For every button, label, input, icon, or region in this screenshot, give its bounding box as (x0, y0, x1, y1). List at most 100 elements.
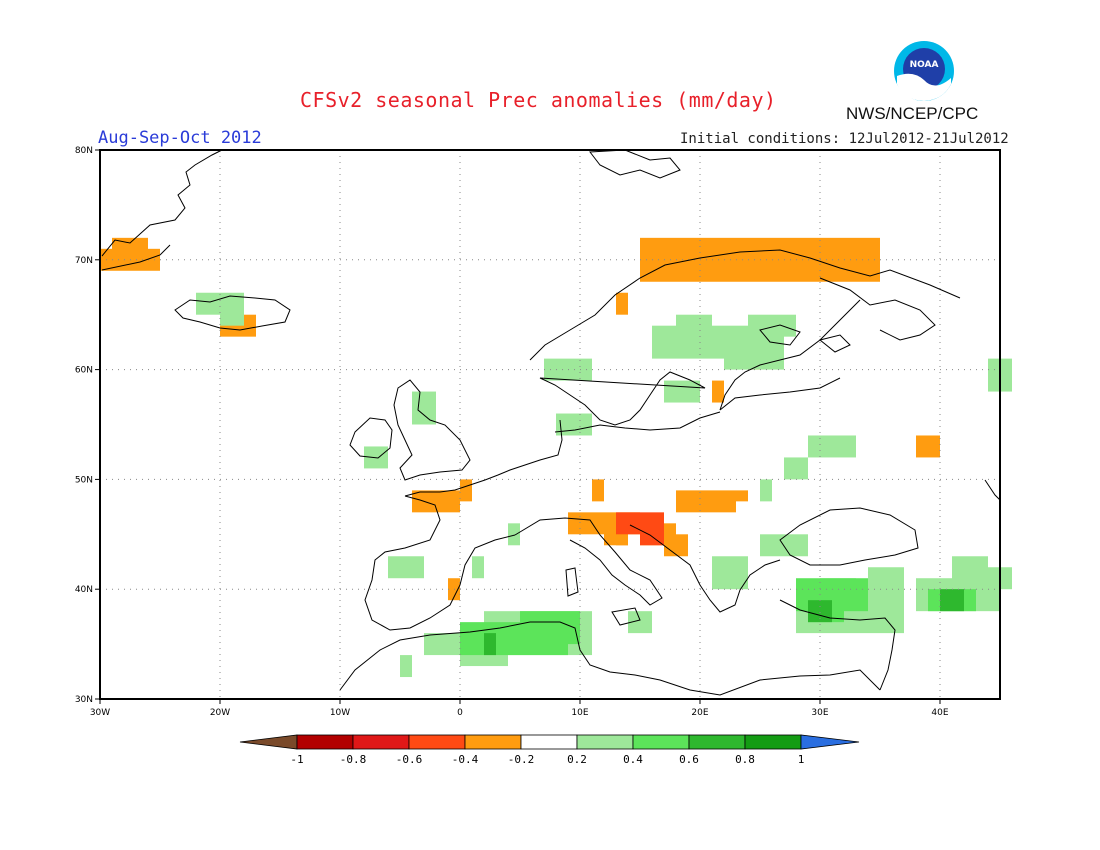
anomaly-cell-wet1 (508, 523, 520, 546)
lon-tick-label: 10E (571, 708, 588, 718)
coast-svalbard (589, 149, 681, 179)
anomaly-cell-wet1 (628, 611, 652, 634)
anomaly-cell-dry1 (736, 490, 748, 502)
colorbar-swatch (576, 734, 634, 750)
colorbar-swatch (688, 734, 746, 750)
anomaly-cell-wet1 (412, 391, 436, 425)
anomaly-cell-wet3 (484, 633, 496, 656)
colorbar-min-arrow (239, 734, 298, 750)
colorbar-label: 1 (798, 753, 805, 766)
forecast-period: Aug-Sep-Oct 2012 (98, 128, 262, 148)
noaa-logo: NOAA (893, 40, 955, 102)
coast-balkans (629, 524, 781, 613)
colorbar-swatch (296, 734, 354, 750)
coast-africa (339, 621, 881, 696)
coast-turkey (779, 599, 896, 691)
anomaly-cell-wet1 (220, 303, 244, 326)
anomaly-cell-dry1 (676, 490, 736, 513)
lon-tick-label: 0 (457, 708, 463, 718)
anomaly-cells (100, 237, 1012, 678)
coastlines (101, 149, 1001, 696)
lat-tick-label: 40N (75, 585, 93, 595)
colorbar-label: -0.6 (396, 753, 423, 766)
lon-tick-label: 30W (90, 708, 110, 718)
lat-tick-label: 50N (75, 475, 93, 485)
coast-britain (393, 379, 471, 481)
anomaly-cell-wet2 (520, 611, 580, 645)
anomaly-cell-dry1 (412, 490, 460, 513)
colorbar-swatch (464, 734, 522, 750)
colorbar: -1 -0.8 -0.6 -0.4 -0.2 0.2 0.4 0.6 0.8 1 (239, 734, 860, 766)
latitude-labels: 30N 40N 50N 60N 70N 80N (75, 146, 100, 705)
logo-wave (897, 73, 951, 101)
colorbar-swatch (352, 734, 410, 750)
lon-tick-label: 20E (691, 708, 708, 718)
anomaly-cell-dry1 (592, 479, 604, 502)
anomaly-cell-wet1 (676, 314, 712, 348)
anomaly-cell-wet1 (784, 457, 808, 480)
lat-tick-label: 70N (75, 256, 93, 266)
lon-tick-label: 20W (210, 708, 230, 718)
graticule (100, 150, 1000, 699)
colorbar-label: 0.6 (679, 753, 699, 766)
longitude-labels: 30W 20W 10W 0 10E 20E 30E 40E (90, 699, 949, 718)
colorbar-label: 0.8 (735, 753, 755, 766)
anomaly-cell-wet1 (424, 633, 460, 656)
anomaly-cell-dry1 (112, 237, 148, 260)
colorbar-max-arrow (800, 734, 860, 750)
anomaly-cell-dry1 (616, 292, 628, 315)
colorbar-swatch (744, 734, 802, 750)
anomaly-cell-wet1 (760, 479, 772, 502)
coast-black-sea (779, 507, 919, 566)
colorbar-label: 0.2 (567, 753, 587, 766)
anomaly-cell-wet1 (952, 556, 988, 579)
colorbar-swatch (408, 734, 466, 750)
colorbar-swatch (520, 734, 578, 750)
anomaly-cell-dry1 (916, 435, 940, 458)
lat-tick-label: 80N (75, 146, 93, 156)
colorbar-label: -0.4 (452, 753, 479, 766)
chart-title: CFSv2 seasonal Prec anomalies (mm/day) (300, 88, 777, 112)
colorbar-label: -0.2 (508, 753, 535, 766)
anomaly-cell-dry1 (712, 380, 724, 403)
coast-scandinavia (529, 249, 961, 426)
anomaly-cell-wet1 (664, 380, 700, 403)
coast-caspian (984, 479, 1001, 501)
lat-tick-label: 60N (75, 366, 93, 376)
map-frame (99, 149, 1001, 700)
colorbar-label: 0.4 (623, 753, 643, 766)
anomaly-cell-wet1 (400, 655, 412, 678)
coast-white-sea (819, 277, 936, 341)
lat-tick-label: 30N (75, 695, 93, 705)
anomaly-cell-wet3 (940, 589, 964, 612)
coast-greenland (101, 149, 223, 271)
coast-italy (514, 517, 663, 606)
agency-label: NWS/NCEP/CPC (846, 104, 979, 123)
anomaly-cell-wet1 (712, 556, 748, 590)
initial-conditions: Initial conditions: 12Jul2012-21Jul2012 (680, 131, 1009, 147)
coast-ireland (349, 417, 393, 459)
colorbar-swatch (632, 734, 690, 750)
lon-tick-label: 30E (811, 708, 828, 718)
lon-tick-label: 10W (330, 708, 350, 718)
anomaly-cell-dry2 (640, 523, 664, 546)
anomaly-cell-wet1 (388, 556, 424, 579)
anomaly-cell-wet1 (748, 314, 796, 337)
anomaly-cell-dry1 (664, 534, 688, 557)
logo-text: NOAA (910, 60, 939, 70)
coast-iceland (174, 295, 291, 331)
coast-finland (719, 377, 841, 411)
coast-iberia (364, 495, 516, 631)
coast-continent-north (404, 411, 721, 497)
colorbar-label: -0.8 (340, 753, 367, 766)
anomaly-cell-dry1 (460, 479, 472, 502)
coast-russia-lakes (759, 324, 851, 353)
lon-tick-label: 40E (931, 708, 948, 718)
anomaly-cell-wet1 (472, 556, 484, 579)
anomaly-cell-wet1 (556, 413, 592, 436)
coast-sardinia (565, 567, 579, 597)
coast-sicily (611, 607, 641, 626)
anomaly-cell-wet1 (808, 435, 856, 458)
colorbar-label: -1 (290, 753, 303, 766)
